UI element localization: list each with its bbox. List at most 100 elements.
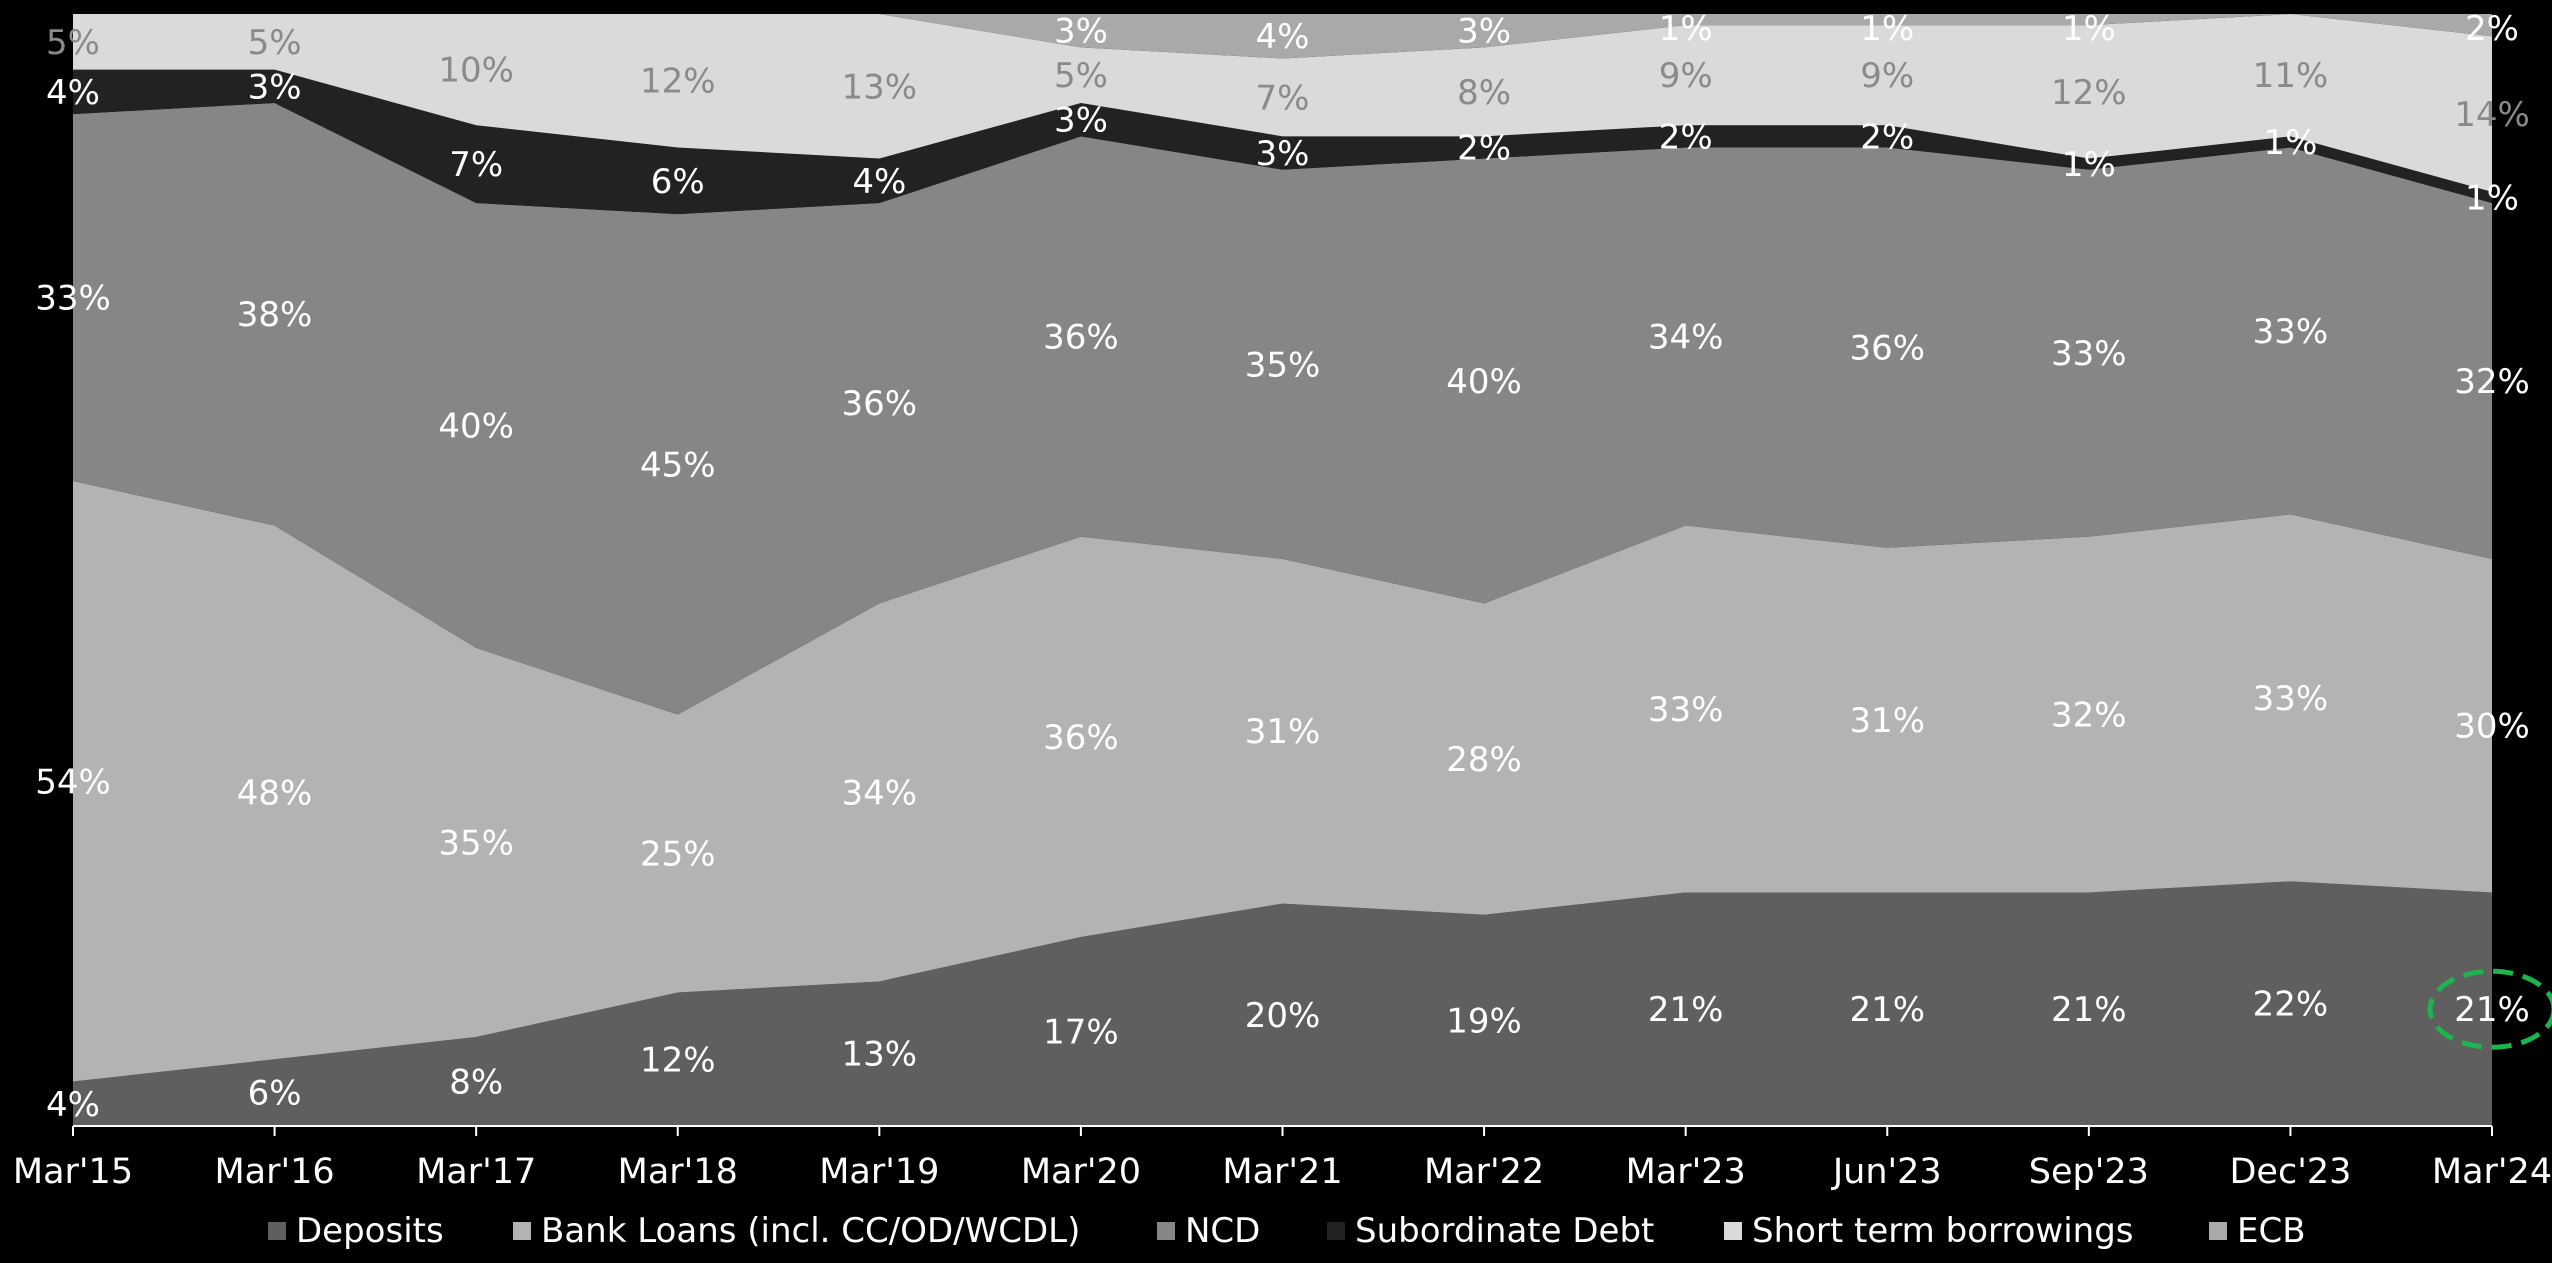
highlight-layer: [2427, 968, 2552, 1050]
data-label-deposits: 21%: [2051, 990, 2127, 1030]
x-tick-label: Mar'16: [214, 1152, 334, 1192]
data-label-subordinate-debt: 2%: [1659, 117, 1713, 157]
data-label-subordinate-debt: 1%: [2263, 123, 2317, 163]
data-label-ncd: 32%: [2454, 362, 2530, 402]
data-label-ncd: 33%: [2253, 312, 2329, 352]
data-label-ecb: 1%: [2062, 9, 2116, 49]
x-tick-label: Mar'24: [2432, 1152, 2552, 1192]
data-label-bank-loans-incl-cc-od-wcdl: 30%: [2454, 707, 2530, 747]
data-label-ncd: 40%: [1446, 362, 1522, 402]
data-label-bank-loans-incl-cc-od-wcdl: 32%: [2051, 696, 2127, 736]
area-ecb: [73, 14, 2492, 59]
legend-label-ncd: NCD: [1185, 1211, 1260, 1251]
legend-label-short-term-borrowings: Short term borrowings: [1752, 1211, 2134, 1251]
data-label-ecb: 4%: [1256, 17, 1310, 57]
data-label-short-term-borrowings: 5%: [1054, 56, 1108, 96]
area-short-term-borrowings: [73, 14, 2492, 192]
data-label-subordinate-debt: 3%: [1256, 134, 1310, 174]
legend-swatch-subordinate-debt: [1327, 1222, 1345, 1240]
data-label-short-term-borrowings: 10%: [438, 51, 514, 91]
legend-swatch-deposits: [268, 1222, 286, 1240]
data-label-ncd: 35%: [1245, 345, 1321, 385]
legend-swatch-ncd: [1157, 1222, 1175, 1240]
data-label-short-term-borrowings: 11%: [2253, 56, 2329, 96]
data-label-bank-loans-incl-cc-od-wcdl: 36%: [1043, 718, 1119, 758]
legend-label-bank-loans-incl-cc-od-wcdl: Bank Loans (incl. CC/OD/WCDL): [541, 1211, 1080, 1251]
data-label-deposits: 12%: [640, 1040, 716, 1080]
area-subordinate-debt: [73, 69, 2492, 215]
data-label-ncd: 38%: [237, 295, 313, 335]
area-layers: [73, 14, 2492, 1126]
data-label-ecb: 2%: [2465, 9, 2519, 49]
data-label-bank-loans-incl-cc-od-wcdl: 31%: [1245, 712, 1321, 752]
data-label-deposits: 21%: [2454, 990, 2530, 1030]
data-label-ncd: 36%: [1849, 329, 1925, 369]
data-label-bank-loans-incl-cc-od-wcdl: 48%: [237, 773, 313, 813]
data-label-subordinate-debt: 7%: [449, 145, 503, 185]
data-label-short-term-borrowings: 8%: [1457, 73, 1511, 113]
x-tick-label: Sep'23: [2029, 1152, 2149, 1192]
data-label-deposits: 6%: [248, 1074, 302, 1114]
data-label-ncd: 34%: [1648, 317, 1724, 357]
legend: Deposits Bank Loans (incl. CC/OD/WCDL) NCD…: [268, 1211, 2306, 1251]
data-label-short-term-borrowings: 9%: [1659, 56, 1713, 96]
data-label-ncd: 36%: [1043, 317, 1119, 357]
data-label-subordinate-debt: 6%: [651, 162, 705, 202]
data-label-deposits: 13%: [842, 1035, 918, 1075]
data-label-short-term-borrowings: 13%: [842, 67, 918, 107]
data-label-short-term-borrowings: 12%: [2051, 73, 2127, 113]
data-label-ecb: 3%: [1457, 12, 1511, 52]
area-ncd: [73, 102, 2492, 715]
x-tick-label: Mar'23: [1626, 1152, 1746, 1192]
x-tick-label: Dec'23: [2229, 1152, 2351, 1192]
data-label-bank-loans-incl-cc-od-wcdl: 33%: [1648, 690, 1724, 730]
data-label-ecb: 3%: [1054, 12, 1108, 52]
legend-swatch-ecb: [2209, 1222, 2227, 1240]
highlight-ellipse: [2427, 968, 2552, 1050]
data-label-bank-loans-incl-cc-od-wcdl: 35%: [438, 823, 514, 863]
data-label-short-term-borrowings: 12%: [640, 62, 716, 102]
area-deposits: [73, 881, 2492, 1126]
x-tick-label: Mar'21: [1222, 1152, 1342, 1192]
data-label-ncd: 33%: [2051, 334, 2127, 374]
x-tick-label: Jun'23: [1831, 1152, 1942, 1192]
data-label-bank-loans-incl-cc-od-wcdl: 31%: [1849, 701, 1925, 741]
x-tick-label: Mar'17: [416, 1152, 536, 1192]
data-label-ncd: 40%: [438, 406, 514, 446]
data-labels: 4% 6% 8% 12% 13% 17% 20% 19% 21% 21% 21% 22% 21% 54% 4…: [35, 9, 2530, 1125]
data-label-bank-loans-incl-cc-od-wcdl: 25%: [640, 835, 716, 875]
x-tick-label: Mar'19: [819, 1152, 939, 1192]
data-label-short-term-borrowings: 9%: [1860, 56, 1914, 96]
data-label-subordinate-debt: 4%: [852, 162, 906, 202]
data-label-ncd: 36%: [842, 384, 918, 424]
data-label-bank-loans-incl-cc-od-wcdl: 33%: [2253, 679, 2329, 719]
data-label-subordinate-debt: 3%: [1054, 101, 1108, 141]
x-tick-label: Mar'20: [1021, 1152, 1141, 1192]
data-label-ncd: 45%: [640, 445, 716, 485]
data-label-bank-loans-incl-cc-od-wcdl: 54%: [35, 762, 111, 802]
data-label-subordinate-debt: 4%: [46, 73, 100, 113]
data-label-short-term-borrowings: 7%: [1256, 78, 1310, 118]
legend-swatch-bank-loans-incl-cc-od-wcdl: [513, 1222, 531, 1240]
data-label-deposits: 8%: [449, 1063, 503, 1103]
x-axis: Mar'15 Mar'16 Mar'17 Mar'18 Mar'19 Mar'20 Mar'…: [13, 1125, 2552, 1192]
data-label-deposits: 22%: [2253, 985, 2329, 1025]
data-label-deposits: 4%: [46, 1085, 100, 1125]
x-tick-label: Mar'22: [1424, 1152, 1544, 1192]
data-label-short-term-borrowings: 5%: [248, 23, 302, 63]
legend-label-deposits: Deposits: [296, 1211, 444, 1251]
data-label-deposits: 20%: [1245, 996, 1321, 1036]
legend-label-subordinate-debt: Subordinate Debt: [1355, 1211, 1654, 1251]
data-label-subordinate-debt: 1%: [2465, 178, 2519, 218]
area-bank-loans-incl-cc-od-wcdl: [73, 481, 2492, 1082]
data-label-short-term-borrowings: 14%: [2454, 95, 2530, 135]
legend-swatch-short-term-borrowings: [1724, 1222, 1742, 1240]
data-label-ecb: 1%: [1659, 9, 1713, 49]
data-label-subordinate-debt: 2%: [1860, 117, 1914, 157]
data-label-deposits: 21%: [1648, 990, 1724, 1030]
data-label-deposits: 19%: [1446, 1001, 1522, 1041]
data-label-bank-loans-incl-cc-od-wcdl: 28%: [1446, 740, 1522, 780]
data-label-subordinate-debt: 1%: [2062, 145, 2116, 185]
